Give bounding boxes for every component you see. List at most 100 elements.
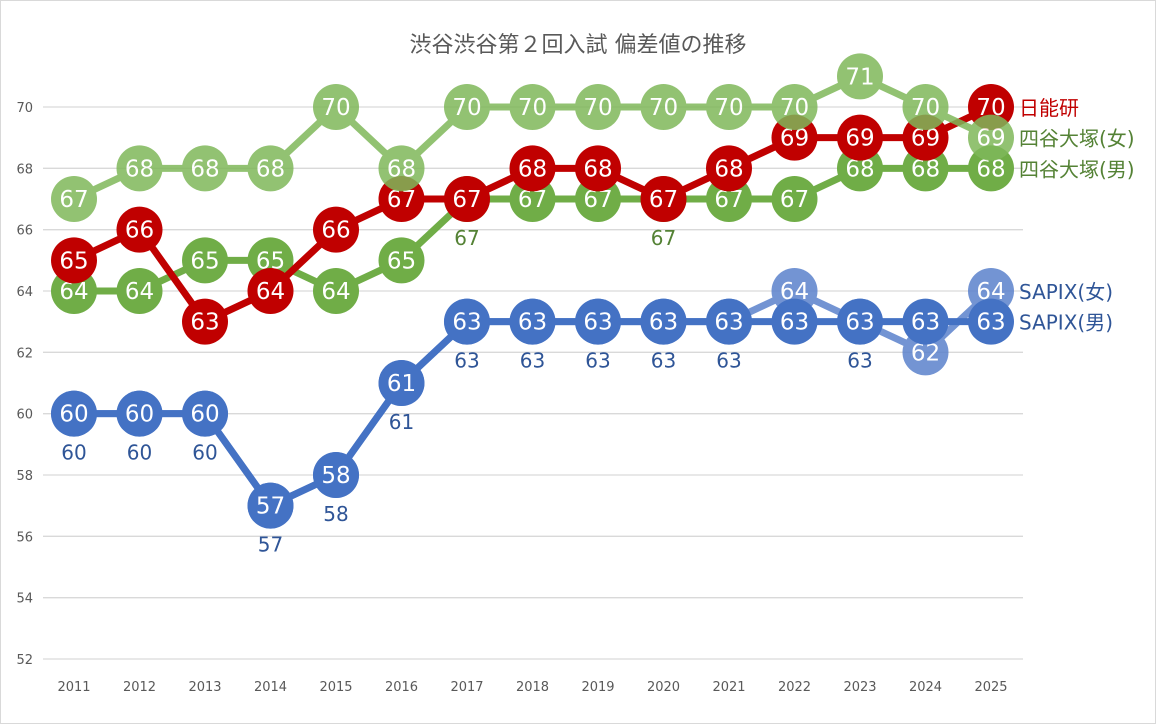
data-label-offset: 60 — [61, 441, 86, 465]
data-label: 66 — [125, 218, 154, 244]
x-tick-label: 2014 — [254, 680, 287, 695]
data-point — [902, 84, 949, 130]
y-tick-label: 62 — [16, 346, 33, 361]
data-point — [444, 84, 490, 130]
data-label-offset: 60 — [192, 441, 217, 465]
data-label: 63 — [649, 310, 678, 336]
y-tick-label: 70 — [16, 101, 33, 116]
data-label: 63 — [190, 310, 219, 336]
data-label: 68 — [714, 156, 743, 182]
data-label: 60 — [59, 402, 88, 428]
data-label: 63 — [845, 310, 874, 336]
y-tick-label: 64 — [16, 285, 33, 300]
data-point — [444, 298, 490, 345]
x-tick-label: 2018 — [516, 680, 549, 695]
data-point — [575, 84, 621, 130]
data-label: 63 — [976, 310, 1005, 336]
data-label: 67 — [649, 187, 678, 213]
x-tick-label: 2013 — [188, 680, 221, 695]
data-label: 65 — [190, 248, 219, 274]
data-label: 69 — [976, 126, 1005, 152]
data-label: 63 — [583, 310, 612, 336]
data-label: 66 — [321, 218, 350, 244]
data-point — [837, 298, 883, 345]
data-label: 70 — [649, 95, 678, 121]
data-label-offset: 58 — [323, 502, 348, 526]
data-point — [313, 84, 359, 130]
data-label: 64 — [321, 279, 350, 305]
data-label: 70 — [714, 95, 743, 121]
data-point — [509, 298, 556, 345]
data-label: 70 — [583, 95, 612, 121]
data-label: 67 — [452, 187, 481, 213]
data-label: 68 — [125, 156, 154, 182]
data-point — [182, 298, 228, 345]
data-label: 58 — [321, 463, 350, 489]
data-label-offset: 63 — [651, 349, 676, 373]
data-label: 61 — [387, 371, 416, 397]
data-point — [313, 268, 359, 314]
data-label: 62 — [911, 340, 940, 366]
data-point — [116, 390, 163, 437]
data-label-offset: 67 — [454, 226, 479, 250]
data-point — [378, 145, 425, 192]
data-label: 60 — [190, 402, 219, 428]
data-point — [640, 176, 687, 222]
x-tick-label: 2015 — [319, 680, 352, 695]
data-label: 71 — [845, 64, 874, 90]
data-label: 68 — [583, 156, 612, 182]
data-point — [706, 298, 752, 345]
data-point — [706, 145, 752, 192]
y-tick-label: 56 — [16, 530, 33, 545]
data-label: 63 — [911, 310, 940, 336]
data-label: 70 — [780, 95, 809, 121]
chart-title: 渋谷渋谷第２回入試 偏差値の推移 — [409, 33, 747, 58]
data-point — [51, 390, 97, 437]
data-label: 68 — [387, 156, 416, 182]
x-tick-label: 2025 — [974, 680, 1007, 695]
data-point — [771, 298, 818, 345]
data-label-offset: 63 — [520, 349, 545, 373]
x-tick-label: 2012 — [123, 680, 156, 695]
y-tick-label: 52 — [16, 653, 33, 668]
data-point — [771, 84, 818, 130]
data-label: 64 — [256, 279, 285, 305]
series-1: 60 60 60 57 58 61 63 63 63 63 63 63 63 63 63 — [51, 298, 1014, 529]
data-label: 68 — [190, 156, 219, 182]
data-point — [509, 145, 556, 192]
data-point — [509, 84, 556, 130]
data-label: 67 — [780, 187, 809, 213]
series-label: SAPIX(女) — [1019, 280, 1113, 304]
data-label: 64 — [125, 279, 154, 305]
data-label-offset: 57 — [258, 533, 283, 557]
data-point — [968, 298, 1014, 345]
data-point — [116, 206, 163, 253]
data-label: 70 — [911, 95, 940, 121]
data-label: 67 — [59, 187, 88, 213]
data-label-offset: 63 — [716, 349, 741, 373]
data-point — [378, 360, 425, 406]
data-point — [182, 237, 228, 284]
data-label: 70 — [518, 95, 547, 121]
data-point — [640, 298, 687, 345]
y-tick-label: 54 — [16, 592, 33, 607]
data-point — [313, 206, 359, 253]
data-label-offset: 61 — [389, 410, 414, 434]
series-label: 四谷大塚(女) — [1019, 127, 1135, 151]
data-point — [247, 145, 294, 192]
data-point — [313, 452, 359, 498]
x-tick-label: 2024 — [909, 680, 942, 695]
data-label: 65 — [59, 248, 88, 274]
data-label-offset: 63 — [454, 349, 479, 373]
data-point — [837, 114, 883, 161]
data-label: 63 — [452, 310, 481, 336]
data-label: 63 — [780, 310, 809, 336]
data-label: 63 — [518, 310, 547, 336]
data-point — [51, 237, 97, 284]
data-point — [902, 298, 949, 345]
data-point — [575, 298, 621, 345]
data-point — [247, 482, 294, 529]
data-point — [575, 145, 621, 192]
